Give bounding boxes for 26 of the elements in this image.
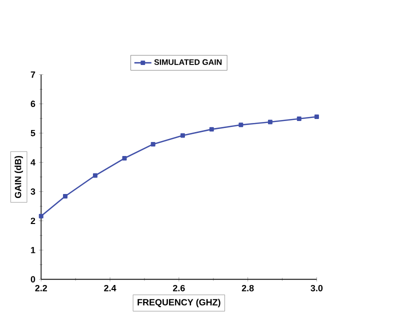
x-tick-label: 3.0: [310, 284, 323, 292]
y-tick-label: 2: [30, 218, 36, 224]
y-axis-title: GAIN (dB): [14, 156, 23, 198]
y-tick-label: 0: [30, 276, 36, 282]
y-tick-label: 3: [30, 188, 36, 195]
point: [92, 173, 98, 178]
y-tick-label: 5: [30, 130, 36, 136]
point: [209, 126, 214, 132]
x-tick-label: 2.6: [172, 284, 185, 292]
point: [122, 156, 127, 160]
point: [296, 116, 302, 121]
x-tick-label: 2.8: [242, 284, 254, 292]
x-axis-title: FREQUENCY (GHZ): [138, 298, 220, 308]
point: [314, 114, 319, 119]
point: [62, 194, 68, 198]
y-tick-label: 7: [30, 71, 36, 78]
y-tick-label: 1: [31, 246, 36, 254]
point: [268, 120, 272, 124]
point: [238, 122, 244, 128]
y-tick-label: 4: [30, 159, 36, 166]
y-tick-label: 6: [30, 100, 36, 107]
x-tick-label: 2.2: [35, 284, 47, 292]
point: [150, 142, 156, 146]
x-tick-label: 2.4: [104, 284, 116, 292]
point: [180, 133, 185, 138]
point: [38, 214, 44, 218]
